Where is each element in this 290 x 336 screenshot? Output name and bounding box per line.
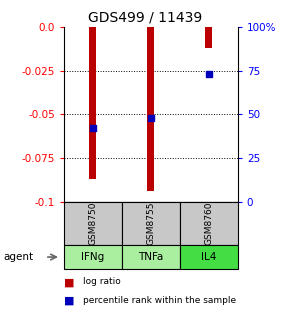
Text: ■: ■ <box>64 296 74 306</box>
Text: GSM8750: GSM8750 <box>88 202 97 245</box>
Bar <box>89 27 96 179</box>
Text: TNFa: TNFa <box>138 252 164 262</box>
Point <box>90 126 95 131</box>
Text: ■: ■ <box>64 277 74 287</box>
Text: IL4: IL4 <box>201 252 217 262</box>
Text: GSM8760: GSM8760 <box>204 202 213 245</box>
Point <box>206 71 211 77</box>
Bar <box>147 27 154 191</box>
Point <box>148 115 153 120</box>
Bar <box>205 27 212 48</box>
Text: GDS499 / 11439: GDS499 / 11439 <box>88 10 202 24</box>
Text: IFNg: IFNg <box>81 252 104 262</box>
Text: log ratio: log ratio <box>83 277 120 286</box>
Text: percentile rank within the sample: percentile rank within the sample <box>83 296 236 305</box>
Text: agent: agent <box>3 252 33 262</box>
Text: GSM8755: GSM8755 <box>146 202 155 245</box>
